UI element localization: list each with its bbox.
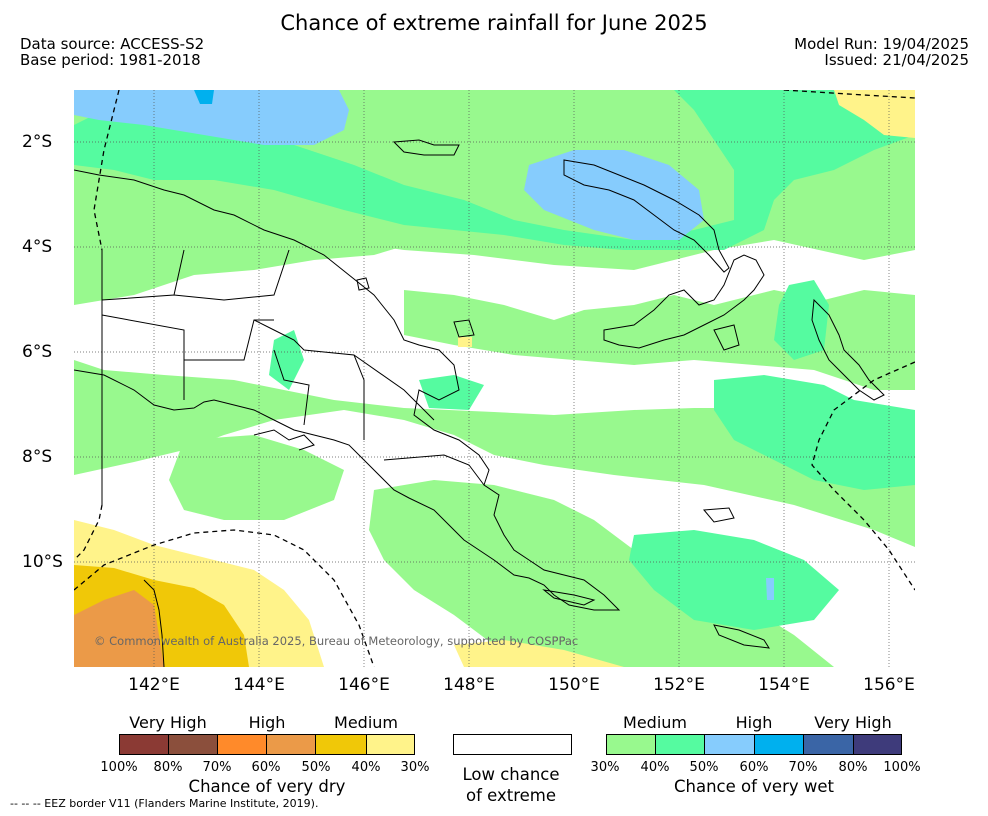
wet-swatch-80-100 (853, 734, 902, 755)
low-chance-legend-title: Low chance of extreme (462, 764, 559, 806)
gulf-coastline (253, 429, 315, 451)
wet-swatch-70-80 (803, 734, 854, 755)
dry-category-medium: Medium (334, 713, 398, 732)
dry-30-40-region (834, 90, 915, 138)
dry-swatch-50-60 (266, 734, 316, 755)
island-outline (713, 624, 770, 649)
bougainville-coastline (811, 298, 885, 401)
wet-50-60-region (74, 90, 349, 145)
lon-label-146e: 146°E (338, 675, 390, 695)
copyright-notice: © Commonwealth of Australia 2025, Bureau… (94, 634, 579, 648)
wet-40-50-region (269, 330, 304, 390)
wet-swatch-60-70 (754, 734, 804, 755)
cape-york-coastline (143, 579, 165, 667)
model-run-block: Model Run: 19/04/2025 Issued: 21/04/2025 (794, 36, 969, 68)
wet-pct-label: 30% (590, 760, 620, 775)
lat-label-10s: 10°S (22, 552, 63, 572)
dry-legend-title: Chance of very dry (188, 777, 346, 796)
wet-category-medium: Medium (623, 713, 687, 732)
wet-40-50-region (714, 375, 915, 490)
issued-date-text: Issued: 21/04/2025 (824, 51, 969, 69)
wet-category-very-high: Very High (814, 713, 892, 732)
wet-pct-label: 100% (883, 760, 921, 775)
wet-50-60-region (766, 578, 774, 600)
wet-40-50-region (74, 90, 915, 250)
dry-pct-label: 50% (301, 760, 331, 775)
dry-pct-label: 60% (251, 760, 281, 775)
rainfall-map (74, 90, 915, 667)
map-gridlines (74, 90, 915, 667)
lat-label-4s: 4°S (22, 237, 53, 257)
dry-30-40-region (458, 337, 472, 347)
low-chance-swatch (453, 734, 572, 755)
new-britain-coastline (603, 254, 765, 349)
data-source-block: Data source: ACCESS-S2 Base period: 1981… (20, 36, 204, 68)
dry-pct-label: 70% (202, 760, 232, 775)
dry-swatch-60-70 (217, 734, 267, 755)
dry-swatch-70-80 (168, 734, 218, 755)
lon-label-156e: 156°E (863, 675, 915, 695)
lon-label-148e: 148°E (443, 675, 495, 695)
wet-pct-label: 60% (739, 760, 769, 775)
wet-swatch-30-40 (606, 734, 656, 755)
manus-island-coastline (392, 139, 460, 156)
lon-label-144e: 144°E (233, 675, 285, 695)
dry-swatch-30-40 (366, 734, 415, 755)
wet-60-70-region (194, 90, 214, 104)
province-borders (101, 249, 485, 486)
wet-30-40-region (169, 435, 344, 520)
wet-swatch-40-50 (655, 734, 705, 755)
dry-50-60-region (74, 590, 164, 667)
lat-label-8s: 8°S (22, 447, 53, 467)
map-title: Chance of extreme rainfall for June 2025 (280, 11, 708, 35)
base-period-text: Base period: 1981-2018 (20, 51, 201, 69)
dry-30-40-region (454, 640, 624, 667)
low-chance-title-line1: Low chance (462, 765, 560, 784)
low-chance-title-line2: of extreme (465, 786, 557, 805)
island-outline (542, 589, 596, 606)
dry-pct-label: 80% (153, 760, 183, 775)
lat-label-2s: 2°S (22, 132, 53, 152)
new-ireland-coastline (563, 159, 730, 273)
coastlines (74, 139, 885, 667)
lon-label-154e: 154°E (758, 675, 810, 695)
island-outline (702, 507, 735, 523)
wet-50-60-region (524, 150, 704, 240)
wet-40-50-region (629, 530, 839, 630)
island-outline (356, 277, 370, 291)
wet-pct-label: 50% (689, 760, 719, 775)
dry-category-high: High (248, 713, 286, 732)
new-guinea-coastline (74, 169, 621, 611)
dry-category-very-high: Very High (129, 713, 207, 732)
island-outline (453, 319, 475, 338)
lon-label-142e: 142°E (128, 675, 180, 695)
wet-40-50-region (774, 280, 829, 360)
lon-label-150e: 150°E (548, 675, 600, 695)
wet-legend-title: Chance of very wet (674, 777, 834, 796)
wet-category-high: High (735, 713, 773, 732)
dry-pct-label: 30% (400, 760, 430, 775)
eez-footnote: -- -- -- EEZ border V11 (Flanders Marine… (10, 797, 319, 810)
dry-pct-label: 40% (351, 760, 381, 775)
island-outline (713, 324, 740, 351)
wet-pct-label: 80% (838, 760, 868, 775)
wet-swatch-50-60 (704, 734, 755, 755)
wet-pct-label: 70% (788, 760, 818, 775)
dry-pct-label: 100% (100, 760, 138, 775)
eez-borders (74, 90, 915, 667)
wet-pct-label: 40% (640, 760, 670, 775)
wet-30-40-region (74, 360, 915, 547)
model-run-text: Model Run: 19/04/2025 (794, 35, 969, 53)
lon-label-152e: 152°E (653, 675, 705, 695)
data-source-text: Data source: ACCESS-S2 (20, 35, 205, 53)
dry-swatch-80-100 (119, 734, 169, 755)
wet-40-50-region (419, 375, 484, 410)
dry-swatch-40-50 (315, 734, 367, 755)
lat-label-6s: 6°S (22, 342, 53, 362)
